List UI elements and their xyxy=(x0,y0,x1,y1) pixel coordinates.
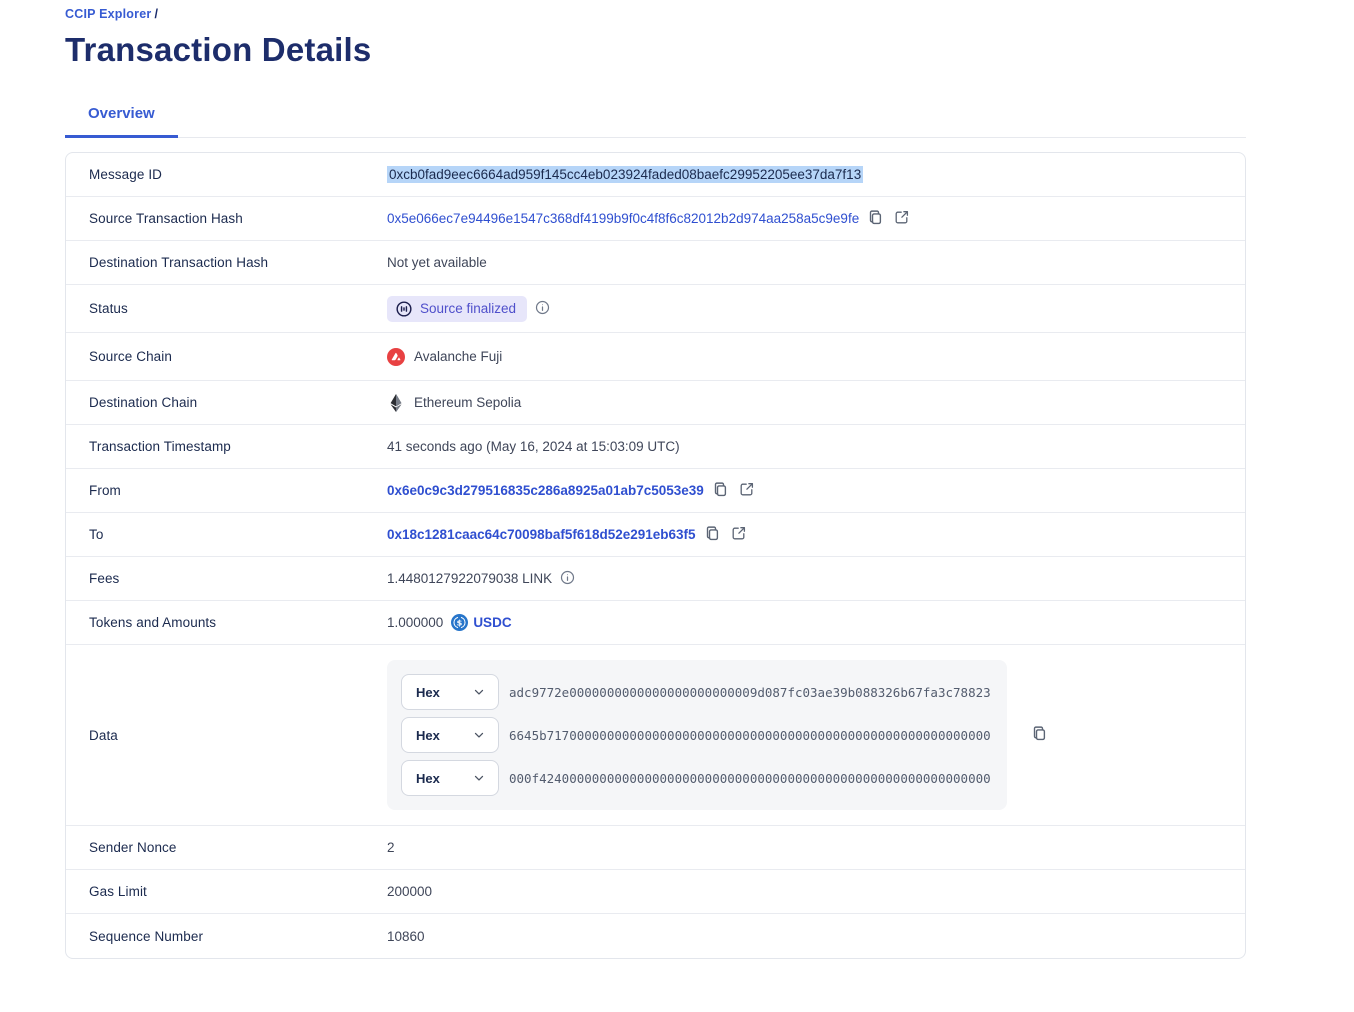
row-data: Data Hex adc9772e00000000000000000000000… xyxy=(66,645,1245,826)
fees-info-button[interactable] xyxy=(560,570,575,588)
status-badge: Source finalized xyxy=(387,295,528,322)
row-status: Status Source finalized xyxy=(66,285,1245,333)
source-tx-hash-link[interactable]: 0x5e066ec7e94496e1547c368df4199b9f0c4f8f… xyxy=(387,211,860,226)
tab-overview[interactable]: Overview xyxy=(65,105,178,138)
data-format-value: Hex xyxy=(416,770,440,786)
source-chain-name: Avalanche Fuji xyxy=(414,349,503,364)
source-tx-external-link-button[interactable] xyxy=(894,209,910,228)
tokens-amounts-label: Tokens and Amounts xyxy=(89,615,217,630)
usdc-token-link[interactable]: $ USDC xyxy=(451,614,512,631)
fees-value: 1.4480127922079038 LINK xyxy=(387,571,553,586)
from-copy-button[interactable] xyxy=(712,481,729,501)
chevron-down-icon xyxy=(472,685,486,699)
row-timestamp: Transaction Timestamp 41 seconds ago (Ma… xyxy=(66,425,1245,469)
row-to: To 0x18c1281caac64c70098baf5f618d52e291e… xyxy=(66,513,1245,557)
row-sender-nonce: Sender Nonce 2 xyxy=(66,826,1245,870)
avalanche-icon xyxy=(387,347,405,366)
source-tx-hash-label: Source Transaction Hash xyxy=(89,211,243,226)
to-label: To xyxy=(89,527,104,542)
chevron-down-icon xyxy=(472,728,486,742)
from-address-link[interactable]: 0x6e0c9c3d279516835c286a8925a01ab7c5053e… xyxy=(387,483,704,498)
row-tokens-amounts: Tokens and Amounts 1.000000 $ USDC xyxy=(66,601,1245,645)
tab-bar: Overview xyxy=(65,105,1246,138)
from-external-link-button[interactable] xyxy=(739,481,755,500)
info-icon xyxy=(535,300,550,318)
data-format-value: Hex xyxy=(416,684,440,700)
timestamp-value: 41 seconds ago (May 16, 2024 at 15:03:09… xyxy=(387,439,680,454)
row-dest-chain: Destination Chain Ethereum Sepolia xyxy=(66,381,1245,425)
to-copy-button[interactable] xyxy=(704,525,721,545)
ethereum-icon xyxy=(387,393,405,412)
fees-label: Fees xyxy=(89,571,120,586)
data-format-value: Hex xyxy=(416,727,440,743)
data-line-1: Hex adc9772e0000000000000000000000009d08… xyxy=(401,674,993,710)
copy-icon xyxy=(712,481,729,501)
gas-limit-value: 200000 xyxy=(387,884,433,899)
transaction-details-card: Message ID 0xcb0fad9eec6664ad959f145cc4e… xyxy=(65,152,1246,959)
breadcrumb: CCIP Explorer / xyxy=(65,0,1246,21)
info-icon xyxy=(560,570,575,588)
external-link-icon xyxy=(739,481,755,500)
svg-text:$: $ xyxy=(457,618,463,628)
sender-nonce-value: 2 xyxy=(387,840,395,855)
status-label: Status xyxy=(89,301,128,316)
source-chain-label: Source Chain xyxy=(89,349,172,364)
row-from: From 0x6e0c9c3d279516835c286a8925a01ab7c… xyxy=(66,469,1245,513)
data-hex-value-2: 6645b71700000000000000000000000000000000… xyxy=(509,727,991,743)
data-format-select-3[interactable]: Hex xyxy=(401,760,499,796)
source-finalized-icon xyxy=(395,300,413,318)
row-gas-limit: Gas Limit 200000 xyxy=(66,870,1245,914)
row-source-tx-hash: Source Transaction Hash 0x5e066ec7e94496… xyxy=(66,197,1245,241)
data-format-select-1[interactable]: Hex xyxy=(401,674,499,710)
message-id-label: Message ID xyxy=(89,167,163,182)
transaction-details-page: CCIP Explorer / Transaction Details Overv… xyxy=(65,0,1246,959)
data-line-2: Hex 6645b7170000000000000000000000000000… xyxy=(401,717,993,753)
data-hex-value-3: 000f424000000000000000000000000000000000… xyxy=(509,770,991,786)
timestamp-label: Transaction Timestamp xyxy=(89,439,231,454)
row-source-chain: Source Chain Avalanche Fuji xyxy=(66,333,1245,381)
external-link-icon xyxy=(894,209,910,228)
breadcrumb-ccip-explorer-link[interactable]: CCIP Explorer xyxy=(65,7,152,21)
copy-icon xyxy=(867,209,884,229)
row-dest-tx-hash: Destination Transaction Hash Not yet ava… xyxy=(66,241,1245,285)
data-label: Data xyxy=(89,727,118,743)
to-external-link-button[interactable] xyxy=(731,525,747,544)
sender-nonce-label: Sender Nonce xyxy=(89,840,177,855)
dest-chain-label: Destination Chain xyxy=(89,395,198,410)
external-link-icon xyxy=(731,525,747,544)
token-amount-value: 1.000000 xyxy=(387,615,444,630)
message-id-value: 0xcb0fad9eec6664ad959f145cc4eb023924fade… xyxy=(387,166,864,183)
row-sequence-number: Sequence Number 10860 xyxy=(66,914,1245,958)
usdc-icon: $ xyxy=(451,614,469,631)
to-address-link[interactable]: 0x18c1281caac64c70098baf5f618d52e291eb63… xyxy=(387,527,696,542)
data-panel: Hex adc9772e0000000000000000000000009d08… xyxy=(387,660,1007,810)
sequence-number-value: 10860 xyxy=(387,928,425,944)
dest-chain-name: Ethereum Sepolia xyxy=(414,395,522,410)
source-tx-copy-button[interactable] xyxy=(867,209,884,229)
token-symbol: USDC xyxy=(473,615,512,630)
data-hex-value-1: adc9772e0000000000000000000000009d087fc0… xyxy=(509,684,991,700)
copy-icon xyxy=(1031,725,1048,745)
dest-tx-hash-value: Not yet available xyxy=(387,255,487,270)
status-badge-text: Source finalized xyxy=(420,301,517,316)
dest-tx-hash-label: Destination Transaction Hash xyxy=(89,255,269,270)
gas-limit-label: Gas Limit xyxy=(89,884,147,899)
status-info-button[interactable] xyxy=(535,300,550,318)
row-fees: Fees 1.4480127922079038 LINK xyxy=(66,557,1245,601)
data-format-select-2[interactable]: Hex xyxy=(401,717,499,753)
data-copy-button[interactable] xyxy=(1031,725,1048,745)
breadcrumb-separator: / xyxy=(154,7,159,21)
copy-icon xyxy=(704,525,721,545)
page-title: Transaction Details xyxy=(65,31,372,68)
from-label: From xyxy=(89,483,121,498)
row-message-id: Message ID 0xcb0fad9eec6664ad959f145cc4e… xyxy=(66,153,1245,197)
tabbar-divider xyxy=(65,137,1246,138)
data-line-3: Hex 000f42400000000000000000000000000000… xyxy=(401,760,993,796)
sequence-number-label: Sequence Number xyxy=(89,928,204,944)
chevron-down-icon xyxy=(472,771,486,785)
